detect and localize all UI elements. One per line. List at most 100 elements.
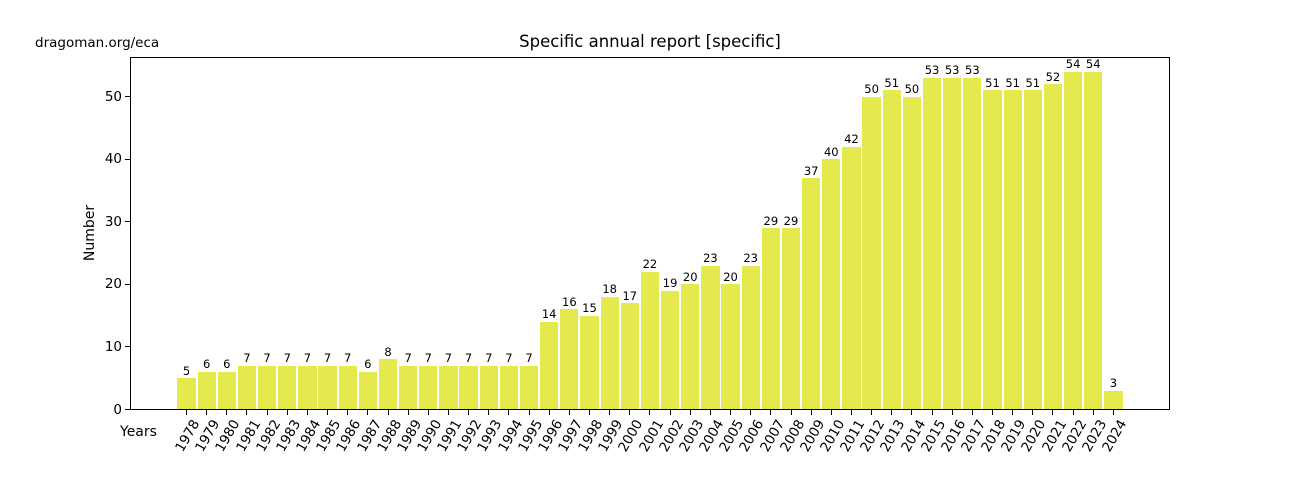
y-tick-label: 30 [104,213,122,230]
bar [580,315,599,409]
bar [399,365,418,409]
bar-value-label: 5 [182,363,191,378]
bar [1104,390,1123,409]
x-axis-tick [850,410,852,415]
bar [943,77,962,409]
x-axis-tick [206,410,208,415]
bar [560,309,579,409]
x-axis-tick [286,410,288,415]
bar-value-label: 53 [944,63,960,78]
bar [519,365,539,409]
bar-value-label: 7 [323,351,332,366]
bar-value-label: 53 [965,63,980,78]
bar-value-label: 7 [283,351,291,366]
bar [257,365,277,409]
bar [278,365,297,409]
x-axis-tick [468,410,470,415]
x-axis-tick [609,410,611,415]
bar [298,365,317,409]
bar-value-label: 6 [223,357,231,372]
bar-value-label: 51 [985,75,1000,90]
x-axis-tick [407,410,409,415]
plot-area-frame [130,57,1170,410]
bar-value-label: 20 [682,269,698,284]
bar-value-label: 52 [1045,69,1061,84]
bar-value-label: 7 [243,351,251,366]
x-axis-tick [891,410,893,415]
y-tick-label: 20 [104,276,122,293]
bar-value-label: 7 [505,351,513,366]
x-axis-tick [589,410,590,415]
bar [781,228,801,409]
bar [721,284,740,409]
y-axis-tick [125,221,130,223]
bar-value-label: 22 [642,257,658,272]
x-axis-tick [790,410,792,415]
y-axis-label: Number [82,204,98,262]
bar-value-label: 50 [904,82,920,97]
x-axis-tick [226,410,228,415]
bar [1084,71,1103,409]
bar-value-label: 7 [525,351,533,366]
x-axis-label: Years [120,424,157,440]
y-axis-tick [125,409,130,410]
bar-value-label: 53 [924,63,940,78]
bar [378,359,398,409]
x-axis-tick [1072,410,1074,415]
bar [862,96,881,409]
bar-value-label: 54 [1065,57,1081,72]
bar [681,284,700,409]
bar [540,321,559,409]
bar [963,77,982,409]
bar [197,371,216,409]
x-axis-tick [568,410,570,415]
x-axis-tick [911,410,913,415]
x-axis-tick [1052,410,1054,415]
x-axis-tick [306,410,308,415]
bar [842,146,861,409]
bar [1023,90,1042,409]
x-axis-tick [347,410,349,415]
y-axis-tick [125,283,130,285]
bar-value-label: 40 [823,144,839,159]
bar [802,178,821,409]
y-axis-tick [125,158,130,160]
bar-value-label: 7 [344,351,352,366]
x-axis-tick [709,410,711,415]
bar-value-label: 51 [1005,75,1020,90]
bar [902,96,922,409]
bar-value-label: 18 [602,282,617,297]
bar-value-label: 50 [864,82,879,97]
y-axis-tick [125,346,130,348]
bar-value-label: 17 [622,288,638,303]
bar [822,159,841,409]
bar-value-label: 8 [384,344,392,359]
bar-value-label: 7 [464,351,473,366]
bar-value-label: 16 [562,294,577,309]
bar [983,90,1002,409]
x-axis-tick [1012,410,1014,415]
x-axis-tick [971,410,973,415]
bar [1063,71,1083,409]
bar [1003,90,1022,409]
x-axis-tick [871,410,873,415]
bar-value-label: 23 [743,251,758,266]
bar [318,365,337,409]
watermark-text: dragoman.org/eca [35,35,160,51]
x-axis-tick [447,410,449,415]
bar [459,365,478,409]
y-tick-label: 10 [104,338,122,355]
x-axis-tick [488,410,490,415]
bar-value-label: 3 [1109,376,1118,391]
bar-value-label: 29 [783,213,799,228]
bar [217,371,236,409]
bar [620,303,639,409]
chart-title: Specific annual report [specific] [519,32,781,51]
bar [177,378,196,409]
y-tick-label: 0 [113,401,122,418]
bar-value-label: 7 [485,351,493,366]
bar-value-label: 6 [202,357,211,372]
x-axis-tick [246,410,248,415]
y-tick-label: 50 [104,88,122,105]
